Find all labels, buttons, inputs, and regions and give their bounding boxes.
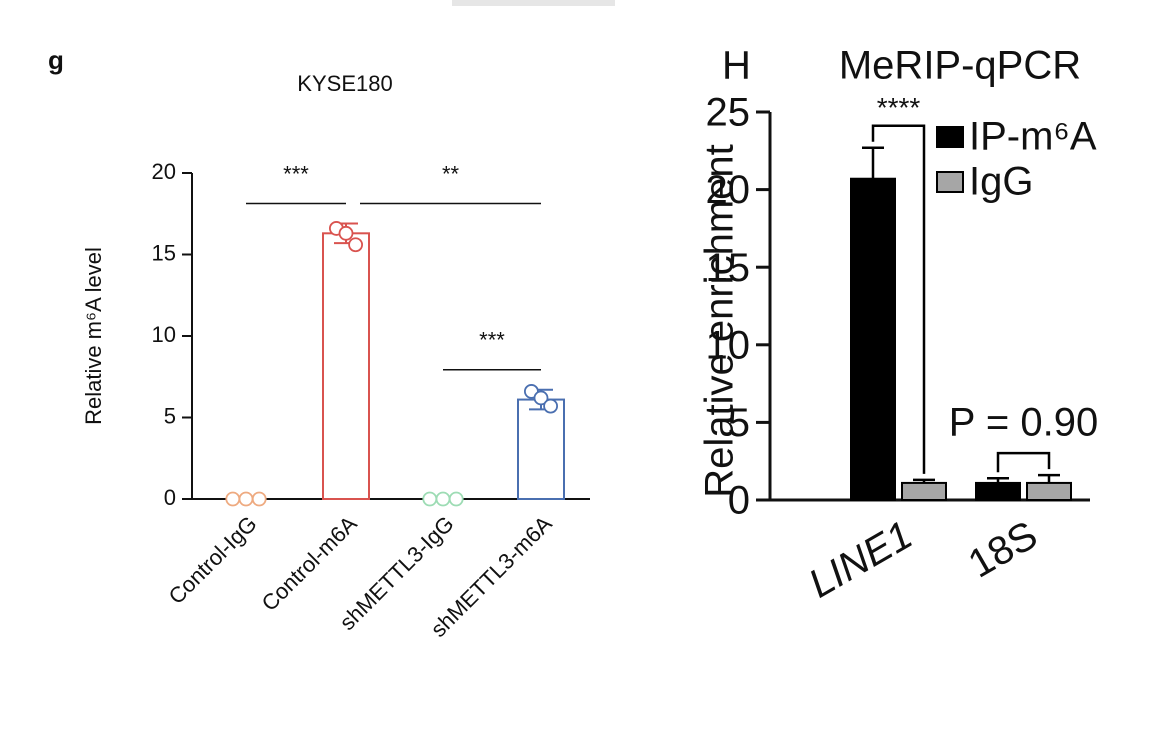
data-point (338, 225, 354, 241)
legend-swatch (936, 126, 964, 148)
significance-bracket (996, 451, 1051, 473)
y-axis-label: Relative enrichment (698, 144, 742, 498)
data-point (238, 491, 254, 507)
y-tick-label: 10 (706, 323, 751, 367)
error-bar (1038, 473, 1060, 483)
error-bar (862, 146, 884, 179)
chart-title: KYSE180 (297, 71, 392, 96)
data-point (348, 237, 364, 253)
y-tick-label: 20 (152, 159, 176, 184)
x-tick-label: 18S (961, 513, 1045, 587)
data-point (435, 491, 451, 507)
bar (322, 232, 370, 500)
x-tick-label: Control-IgG (164, 511, 262, 609)
legend-label: IP-m⁶A (969, 115, 1097, 159)
chart-title: MeRIP-qPCR (839, 44, 1081, 88)
legend-label: IgG (969, 160, 1033, 204)
top-strip (452, 0, 615, 6)
bar (517, 398, 565, 501)
data-point (533, 390, 549, 406)
y-axis-label: Relative m⁶A level (81, 247, 106, 425)
bar (975, 481, 1021, 502)
y-tick-label: 0 (728, 479, 750, 523)
legend-swatch (936, 171, 964, 193)
bar (850, 177, 896, 501)
significance-label: **** (877, 92, 921, 123)
data-point (448, 491, 464, 507)
x-tick-label: LINE1 (802, 513, 920, 607)
error-bar (913, 478, 935, 483)
data-point (543, 398, 558, 414)
significance-label: *** (479, 328, 505, 353)
y-tick-label: 10 (152, 322, 176, 347)
panel-label: H (722, 44, 751, 88)
bar (901, 481, 947, 502)
significance-label: ** (442, 161, 460, 186)
data-point (422, 491, 438, 507)
y-tick-label: 20 (706, 168, 751, 212)
y-tick-label: 0 (164, 485, 176, 510)
y-tick-label: 25 (706, 91, 751, 135)
significance-label: *** (283, 161, 309, 186)
error-bar (987, 477, 1009, 483)
y-tick-label: 5 (728, 401, 750, 445)
x-tick-label: Control-m6A (257, 511, 362, 616)
data-point (251, 491, 267, 507)
data-point (225, 491, 241, 507)
significance-bracket (871, 124, 926, 474)
y-tick-label: 15 (706, 246, 751, 290)
y-tick-label: 5 (164, 403, 176, 428)
panel-label: g (48, 45, 64, 75)
significance-label: P = 0.90 (949, 401, 1098, 445)
y-tick-label: 15 (152, 240, 176, 265)
bar (1026, 481, 1072, 502)
